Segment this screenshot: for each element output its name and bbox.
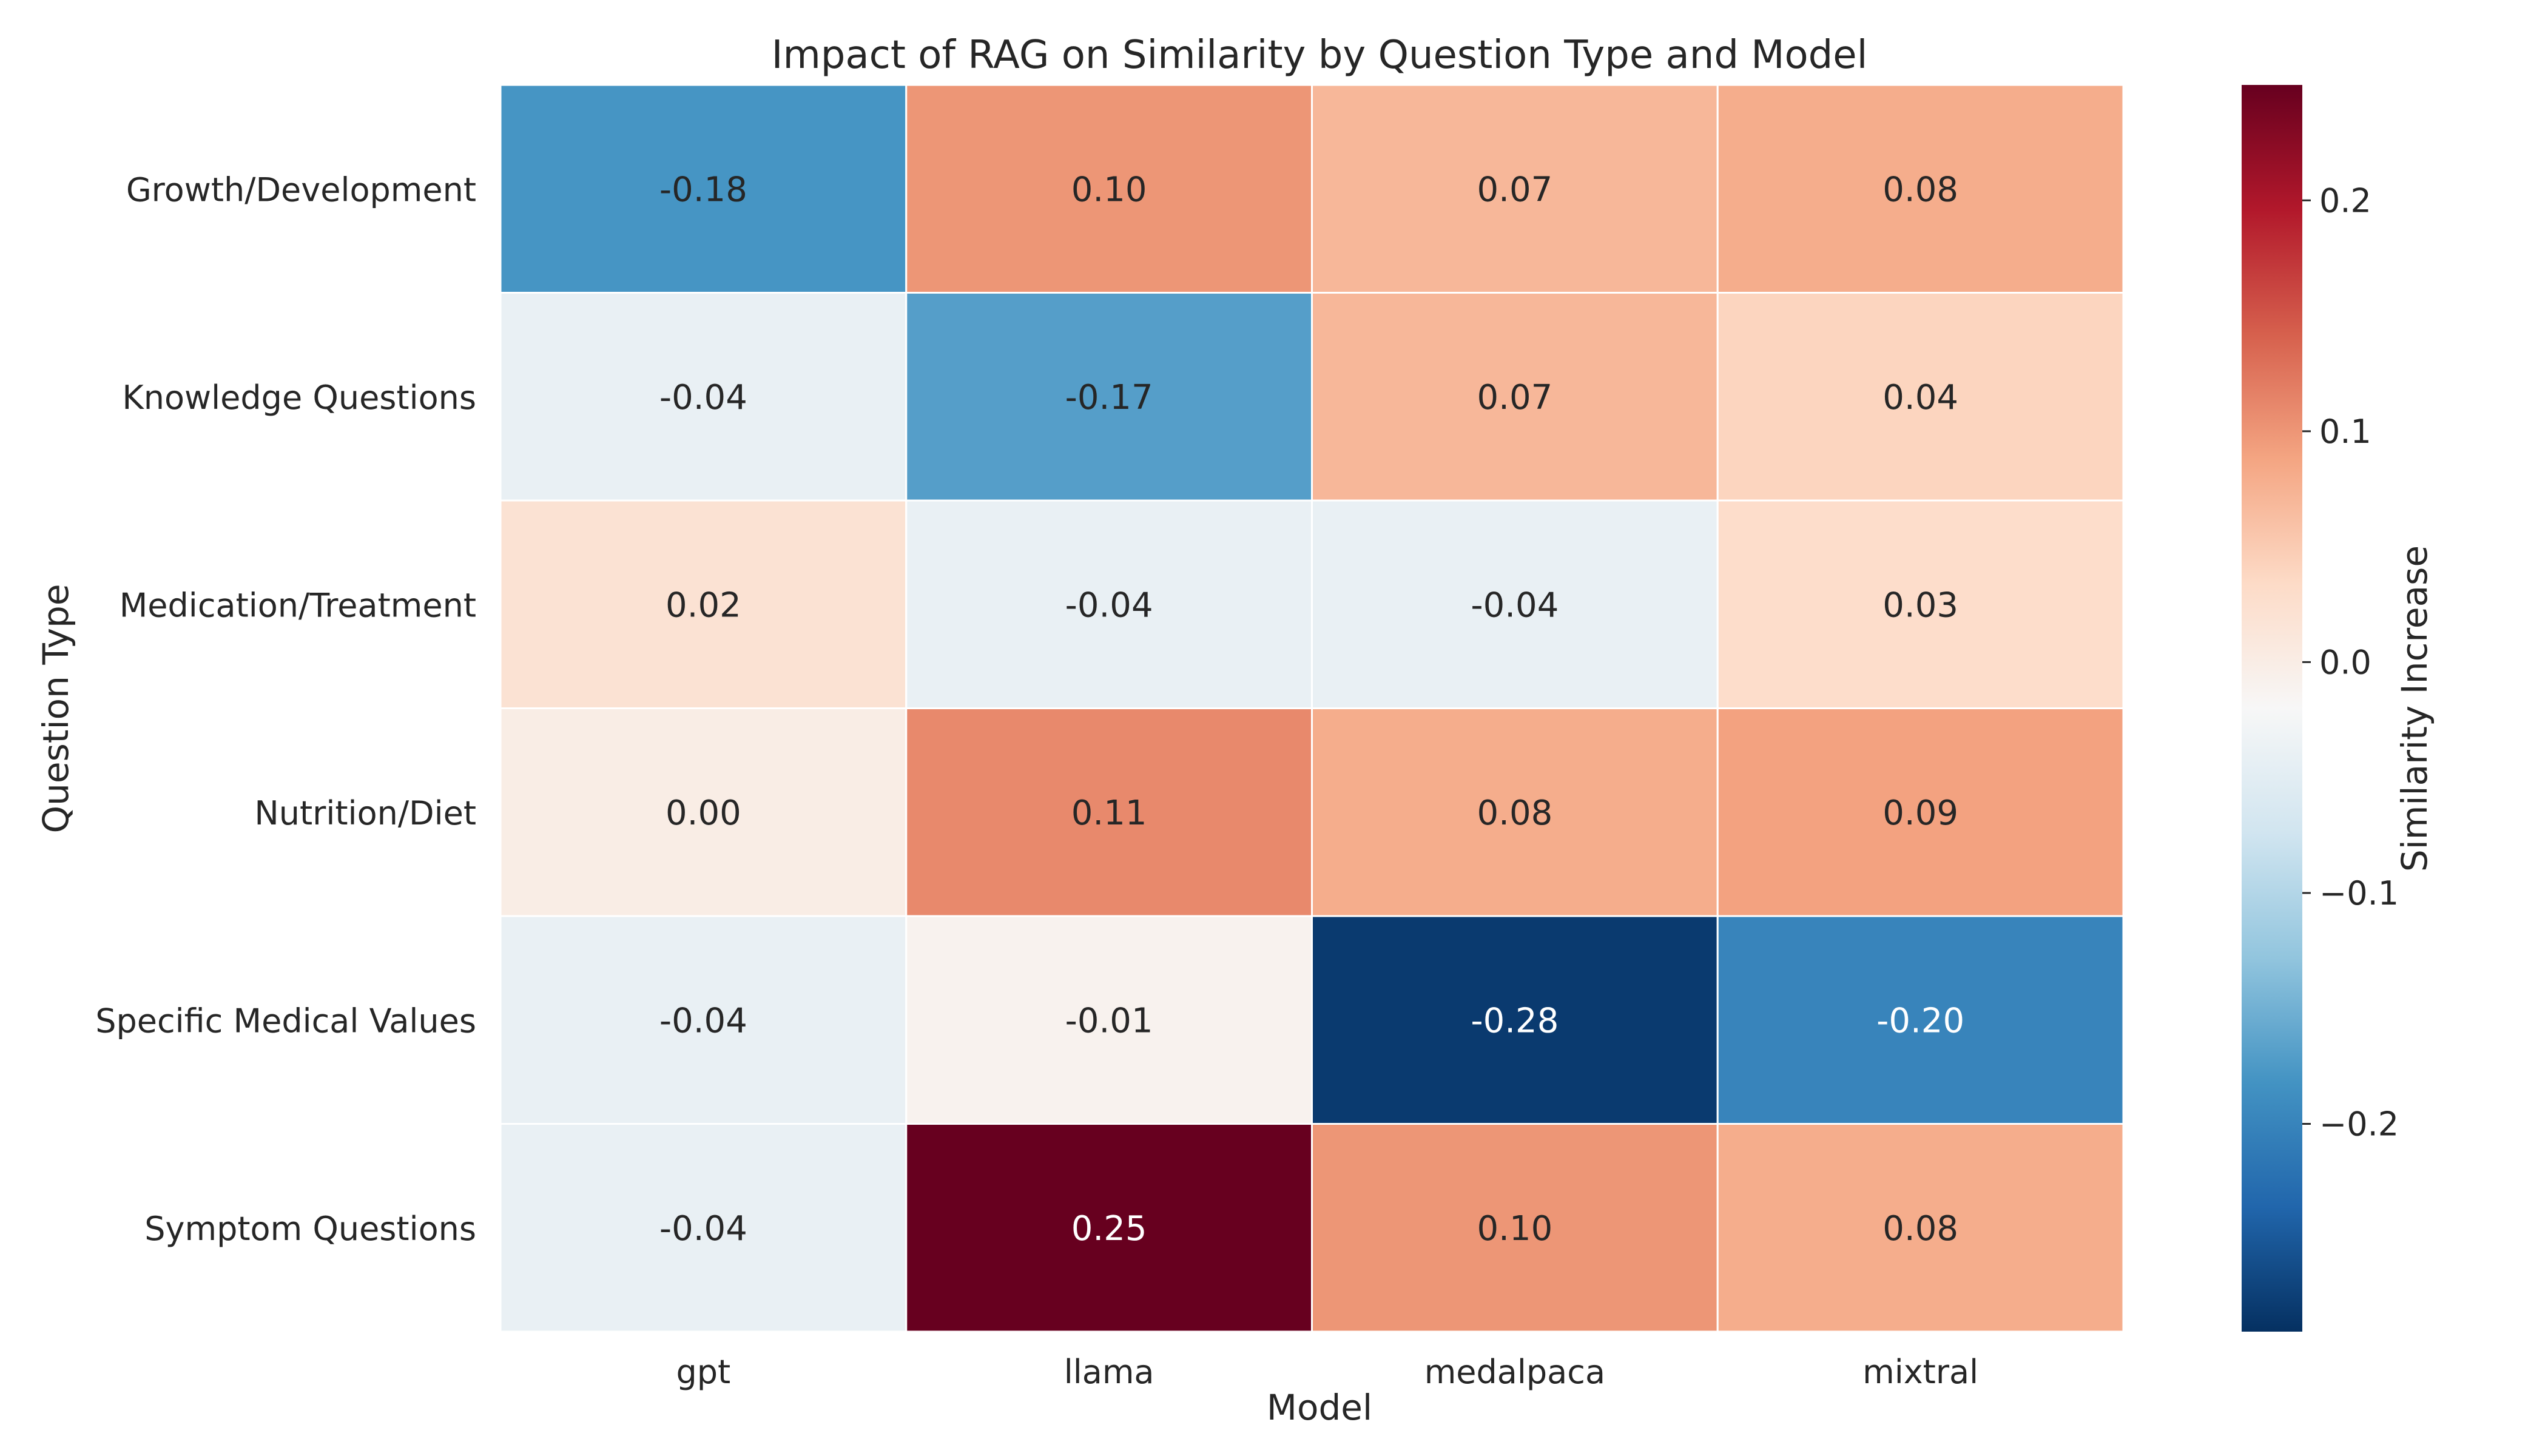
cell-value-label: -0.04 [659, 1001, 747, 1040]
heatmap-cell [1311, 1123, 1719, 1333]
cell-value-label: -0.17 [1065, 378, 1153, 417]
heatmap-cell [1716, 1123, 2125, 1333]
heatmap-cell [1311, 292, 1719, 502]
heatmap-cell [499, 292, 908, 502]
colorbar-tick-label: 0.1 [2319, 413, 2371, 451]
heatmap-cell [1716, 707, 2125, 917]
x-tick-label: llama [1064, 1353, 1154, 1391]
heatmap-cell [1311, 915, 1719, 1125]
x-tick-label: gpt [676, 1353, 731, 1391]
cell-value-label: 0.08 [1882, 170, 1958, 209]
colorbar-tick-label: −0.1 [2319, 874, 2399, 912]
heatmap-cell [499, 84, 908, 294]
cell-value-label: -0.28 [1471, 1001, 1559, 1040]
cell-value-label: 0.25 [1071, 1209, 1147, 1249]
y-tick-label: Growth/Development [126, 170, 476, 209]
cell-value-label: -0.04 [659, 378, 747, 417]
chart-title: Impact of RAG on Similarity by Question … [772, 33, 1868, 78]
cell-value-label: 0.04 [1882, 378, 1958, 417]
cell-value-label: -0.20 [1876, 1001, 1964, 1040]
cell-value-label: -0.04 [1471, 585, 1559, 625]
heatmap-cell [905, 1123, 1313, 1333]
cell-value-label: -0.04 [1065, 585, 1153, 625]
cell-value-label: 0.03 [1882, 585, 1958, 625]
y-tick-label: Medication/Treatment [120, 586, 476, 624]
cell-value-label: 0.09 [1882, 794, 1958, 833]
cell-value-label: -0.01 [1065, 1001, 1153, 1040]
heatmap-cell [1716, 499, 2125, 709]
cell-value-label: 0.02 [666, 585, 741, 625]
heatmap-cell [905, 707, 1313, 917]
heatmap-cell [1311, 84, 1719, 294]
cell-value-label: 0.00 [666, 794, 741, 833]
heatmap-cell [499, 915, 908, 1125]
heatmap-cell [499, 707, 908, 917]
y-axis-ticks: Growth/Development Knowledge Questions Med… [95, 170, 476, 1248]
cell-value-label: 0.11 [1071, 794, 1147, 833]
heatmap-cell [905, 499, 1313, 709]
heatmap-cell [1716, 84, 2125, 294]
heatmap-cell [905, 915, 1313, 1125]
y-axis-label: Question Type [35, 584, 76, 833]
heatmap-cell [905, 84, 1313, 294]
cell-value-label: 0.08 [1477, 794, 1553, 833]
colorbar-label: Similarity Increase [2394, 545, 2435, 872]
cell-value-label: 0.07 [1477, 170, 1553, 209]
x-tick-label: mixtral [1862, 1353, 1978, 1391]
heatmap-cell [1311, 707, 1719, 917]
y-tick-label: Nutrition/Diet [254, 794, 476, 832]
cell-value-label: 0.10 [1477, 1209, 1553, 1249]
heatmap-cell [905, 292, 1313, 502]
cell-value-label: -0.18 [659, 170, 747, 209]
colorbar [2242, 85, 2302, 1332]
colorbar-tick-label: −0.2 [2319, 1105, 2399, 1144]
heatmap-cell [1716, 915, 2125, 1125]
y-tick-label: Symptom Questions [144, 1210, 476, 1248]
cell-value-label: -0.04 [659, 1209, 747, 1249]
x-axis-label: Model [1267, 1387, 1372, 1428]
colorbar-ticks: 0.2 0.1 0.0 −0.1 −0.2 [2302, 181, 2399, 1144]
cell-value-label: 0.10 [1071, 170, 1147, 209]
x-tick-label: medalpaca [1424, 1353, 1605, 1391]
heatmap-cell [499, 1123, 908, 1333]
y-tick-label: Knowledge Questions [122, 379, 476, 417]
y-tick-label: Specific Medical Values [95, 1002, 476, 1040]
colorbar-tick-label: 0.2 [2319, 181, 2371, 220]
colorbar-tick-label: 0.0 [2319, 643, 2371, 681]
heatmap-cell [1716, 292, 2125, 502]
heatmap-cells: -0.18 0.10 0.07 0.08 -0.04 -0.17 0.07 0.04 0.02 -… [499, 84, 2125, 1333]
cell-value-label: 0.08 [1882, 1209, 1958, 1249]
cell-value-label: 0.07 [1477, 378, 1553, 417]
x-axis-ticks: gpt llama medalpaca mixtral [676, 1353, 1979, 1391]
